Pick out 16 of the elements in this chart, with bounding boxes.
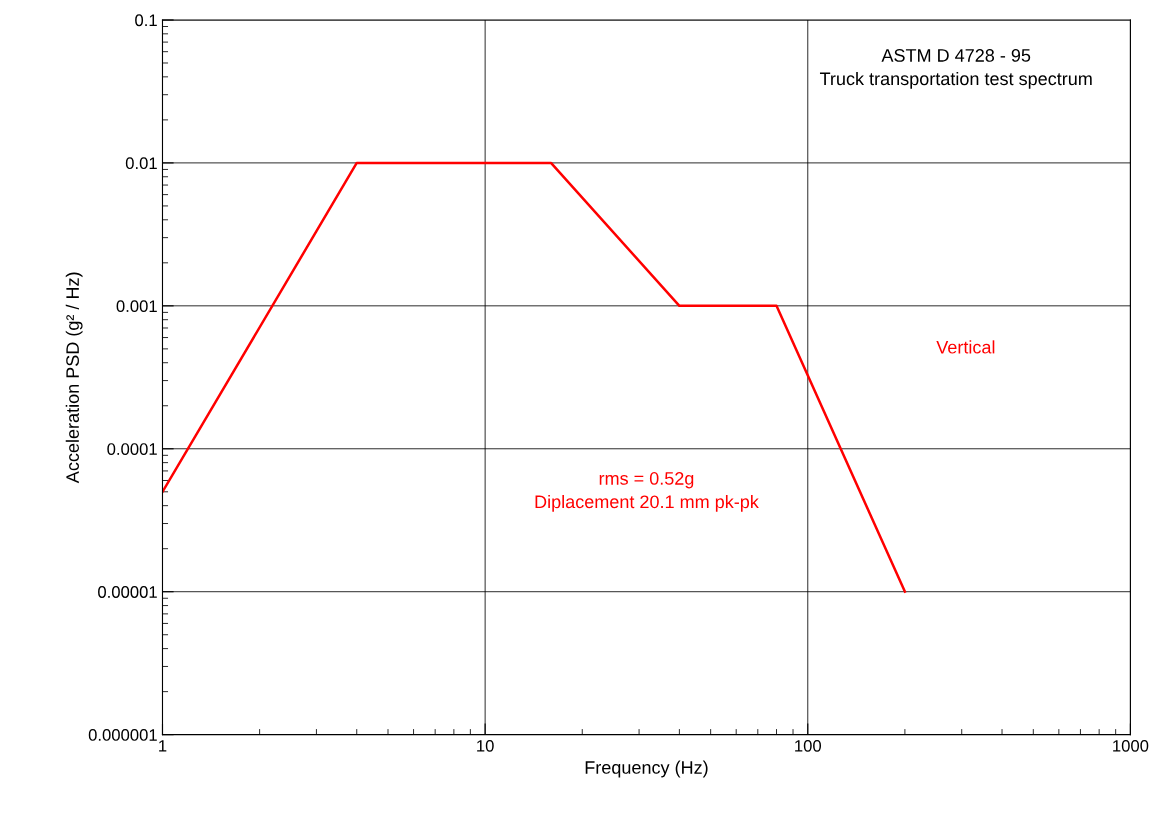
- x-tick-label: 100: [795, 739, 822, 752]
- text: Vertical: [936, 340, 995, 354]
- x-axis-title: Frequency (Hz): [585, 760, 708, 778]
- x-tick-label: 10: [477, 739, 494, 752]
- y-axis-title: Acceleration PSD (g² / Hz): [65, 272, 83, 484]
- y-tick-label: 0.001: [116, 300, 157, 313]
- y-tick-label: 0.1: [135, 14, 157, 27]
- annotation: rms = 0.52g Diplacement 20.1 mm pk-pk: [535, 472, 759, 512]
- x-tick-label: 1: [159, 740, 167, 752]
- y-tick-label: 0.000001: [88, 729, 157, 741]
- y-tick-label: 0.0001: [107, 443, 157, 455]
- y-tick-label: 0.00001: [98, 586, 157, 598]
- text: Truck transportation test spectrum: [819, 71, 1092, 89]
- text: ASTM D 4728 - 95: [881, 49, 1031, 62]
- x-tick-label: 1000: [1113, 739, 1149, 752]
- y-tick-label: 0.01: [125, 157, 157, 170]
